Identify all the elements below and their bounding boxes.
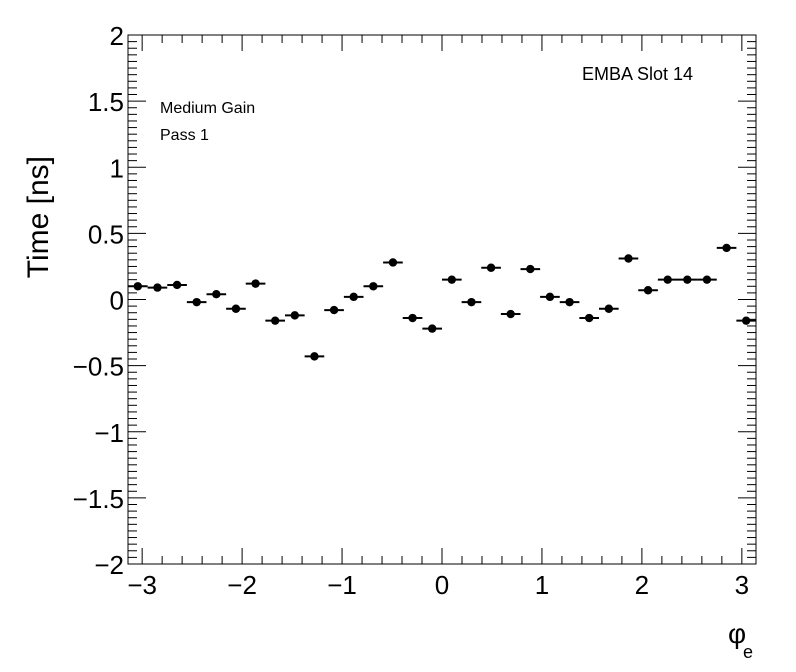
- data-point: [133, 282, 143, 291]
- data-point: [310, 352, 319, 361]
- pass-label: Pass 1: [160, 127, 209, 144]
- data-points: [128, 243, 756, 361]
- y-tick-label: 1: [110, 153, 124, 183]
- data-point: [212, 290, 221, 299]
- data-point: [231, 304, 241, 313]
- data-point: [584, 313, 594, 323]
- y-tick-label: −1.5: [73, 484, 124, 514]
- x-tick-label: 0: [435, 570, 449, 600]
- data-point: [369, 282, 378, 291]
- data-point: [172, 280, 182, 290]
- data-point: [506, 309, 515, 319]
- data-point: [467, 297, 476, 307]
- x-tick-label: −1: [327, 570, 357, 600]
- data-point: [447, 275, 457, 284]
- data-point: [329, 305, 339, 315]
- y-tick-label: −2: [94, 550, 124, 580]
- data-point: [526, 264, 535, 274]
- axes: −3 −2 −1 0 1 2 321.510.50−0.5−1−1.5−2: [73, 21, 757, 600]
- data-point: [545, 292, 555, 302]
- data-point: [192, 297, 201, 307]
- x-tick-label: −2: [227, 570, 257, 600]
- gain-label: Medium Gain: [160, 100, 255, 117]
- data-point: [349, 292, 358, 302]
- data-point: [153, 283, 162, 292]
- data-point: [702, 275, 712, 284]
- y-tick-label: −0.5: [73, 352, 124, 382]
- data-point: [270, 316, 280, 325]
- data-point: [408, 313, 417, 323]
- data-point: [388, 258, 398, 267]
- data-point: [251, 279, 260, 288]
- data-point: [683, 275, 692, 284]
- x-tick-label: −3: [127, 570, 157, 600]
- y-tick-label: −1: [94, 418, 124, 448]
- data-point: [741, 316, 751, 325]
- data-point: [486, 263, 496, 272]
- y-tick-label: 0: [110, 286, 124, 316]
- y-tick-label: 1.5: [88, 87, 124, 117]
- data-point: [427, 324, 437, 333]
- y-tick-label: 0.5: [88, 219, 124, 249]
- x-tick-label: 2: [635, 570, 649, 600]
- y-axis-label: Time [ns]: [22, 156, 55, 278]
- data-point: [604, 304, 614, 313]
- y-tick-label: 2: [110, 21, 124, 51]
- data-point: [565, 297, 574, 307]
- x-axis-label: φ: [728, 618, 746, 649]
- data-point: [663, 275, 672, 284]
- data-point: [290, 311, 300, 320]
- x-axis-label-subscript: e: [743, 642, 753, 662]
- data-point: [722, 243, 731, 253]
- module-label: EMBA Slot 14: [582, 64, 693, 84]
- x-tick-label: 3: [735, 570, 749, 600]
- data-point: [624, 254, 633, 263]
- x-tick-label: 1: [535, 570, 549, 600]
- data-point: [643, 286, 653, 295]
